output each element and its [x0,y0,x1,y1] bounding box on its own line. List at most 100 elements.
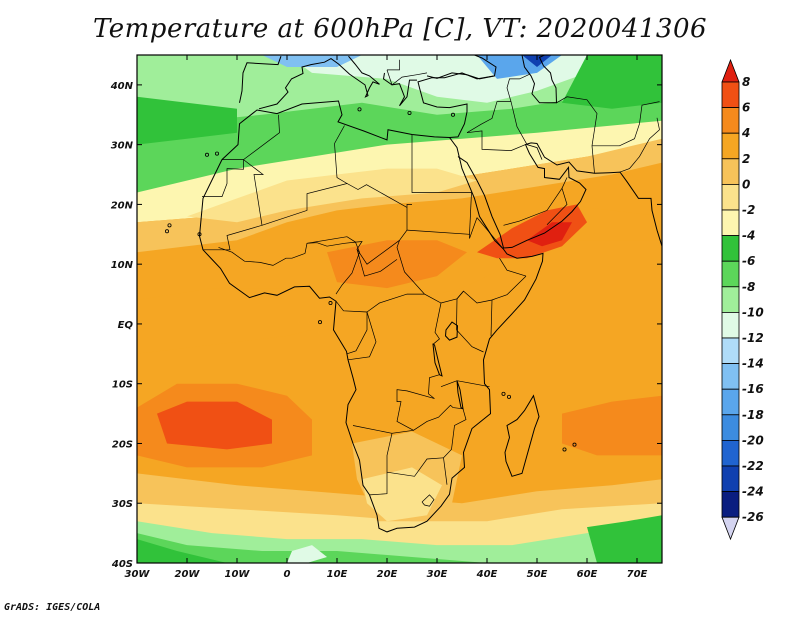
country-border [386,69,428,86]
colorbar-label: -2 [742,203,755,217]
lat-tick-label: 20N [111,200,134,211]
temp-band [587,515,662,563]
lake-victoria [444,321,459,341]
colorbar-swatch [721,132,740,160]
country-border [503,187,568,226]
colorbar-swatch [721,311,740,339]
island-dot [562,447,567,452]
island-dot [450,112,455,117]
country-border [506,73,531,102]
colorbar-bottom-arrow [721,516,740,541]
colorbar-swatch [721,235,740,262]
country-border [406,204,412,208]
colorbar-label: -18 [742,408,764,422]
colorbar-swatch [721,209,740,237]
colorbar-top-arrow [721,58,740,83]
temp-band [137,96,237,145]
country-border [421,494,435,507]
temp-band [562,55,662,109]
colorbar-swatch [721,81,740,109]
colorbar-swatch [721,107,740,134]
lon-tick-label: 40E [476,569,498,580]
country-border [366,293,425,313]
country-border [556,96,598,174]
country-border [387,59,400,71]
lat-tick-label: 40N [110,81,134,92]
island-dot [357,107,362,112]
lat-tick-label: 30N [111,141,134,152]
island-dot [501,391,506,396]
grads-credit: GrADS: IGES/COLA [4,602,101,613]
country-border [466,101,511,134]
country-border [592,101,660,147]
lon-tick-label: 60E [577,569,598,580]
lon-tick-label: 10E [327,569,348,580]
country-border [440,380,490,388]
colorbar-label: 2 [742,152,750,166]
colorbar-swatch [721,183,740,211]
temp-band [287,545,327,563]
lon-tick-label: 30W [125,569,151,580]
country-border [335,300,368,355]
temp-band [327,240,467,289]
island-dot [167,223,172,228]
lon-tick-label: 10W [225,569,251,580]
country-border [432,302,442,345]
temp-band [562,395,662,456]
lon-tick-label: 70E [627,569,648,580]
country-border [386,457,444,477]
country-border [396,374,464,431]
country-border [456,329,484,353]
lat-tick-label: 10S [112,380,133,391]
temp-band [477,204,587,259]
colorbar-label: -4 [742,229,755,243]
country-border [490,299,493,336]
country-border [476,217,504,250]
temp-band [157,401,272,450]
colorbar-swatch [721,439,740,467]
colorbar-label: -20 [742,433,764,447]
lon-tick-label: 30E [427,569,448,580]
colorbar-label: -12 [742,331,764,345]
country-border [347,311,377,361]
island-dot [214,151,219,156]
lake-tanganyika [432,343,443,377]
island-dot [328,301,333,306]
colorbar-swatch [721,158,740,185]
country-border [356,249,398,277]
colorbar-label: 0 [742,177,750,191]
colorbar-swatch [721,337,740,365]
island-dot [164,229,169,234]
coast-levant [417,72,495,138]
colorbar-label: -6 [742,254,755,268]
country-border [261,183,527,304]
temp-band [527,222,572,247]
country-border [406,217,478,239]
island-dot [317,320,322,325]
coast-iberia [239,56,282,103]
colorbar: 8 6 4 2 0 -2 -4 -6 -8 -10 -12 -14 -16 -18 -20 -22 -24 -26 [721,58,764,541]
colorbar-label: -24 [742,485,764,499]
country-border [456,290,464,330]
lat-tick-label: EQ [118,320,134,331]
colorbar-label: -26 [742,510,764,524]
coast-med-north [258,55,380,110]
map-frame [136,54,663,564]
colorbar-label: -16 [742,382,764,396]
coast-balkans [382,72,417,107]
colorbar-label: 8 [742,75,750,89]
coast-blacksea [426,55,497,80]
country-border [369,429,414,496]
island-dot [407,110,412,115]
map-title: Temperature at 600hPa [C], VT: 202004130… [92,14,708,44]
lake-malawi [456,380,464,410]
colorbar-label: -22 [742,459,764,473]
country-border [466,130,526,151]
country-border [352,425,393,434]
country-border [561,177,568,189]
island-dot [197,232,202,237]
colorbar-swatch [721,414,740,441]
lon-tick-label: 20E [377,569,398,580]
lat-tick-label: 40S [111,559,133,570]
colorbar-swatch [721,465,740,493]
